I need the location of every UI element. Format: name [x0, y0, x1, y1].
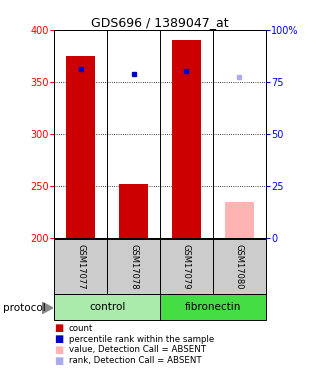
Bar	[160, 294, 266, 320]
Bar	[119, 184, 148, 238]
Text: GSM17078: GSM17078	[129, 244, 138, 290]
Text: control: control	[89, 302, 125, 312]
Text: percentile rank within the sample: percentile rank within the sample	[69, 334, 214, 344]
Bar	[213, 239, 266, 294]
Text: value, Detection Call = ABSENT: value, Detection Call = ABSENT	[69, 345, 206, 354]
Text: ■: ■	[54, 356, 64, 366]
Text: GSM17080: GSM17080	[235, 244, 244, 290]
Bar	[172, 40, 201, 238]
Bar	[107, 239, 160, 294]
Bar	[54, 239, 107, 294]
Text: ■: ■	[54, 334, 64, 344]
Text: ■: ■	[54, 345, 64, 355]
Polygon shape	[42, 302, 53, 314]
Text: count: count	[69, 324, 93, 333]
Text: ■: ■	[54, 323, 64, 333]
Title: GDS696 / 1389047_at: GDS696 / 1389047_at	[91, 16, 229, 29]
Bar	[225, 202, 254, 238]
Text: GSM17077: GSM17077	[76, 244, 85, 290]
Bar	[160, 239, 213, 294]
Bar	[54, 294, 160, 320]
Text: fibronectin: fibronectin	[185, 302, 241, 312]
Text: GSM17079: GSM17079	[182, 244, 191, 290]
Text: rank, Detection Call = ABSENT: rank, Detection Call = ABSENT	[69, 356, 201, 365]
Bar	[66, 56, 95, 238]
Text: protocol: protocol	[3, 303, 46, 313]
